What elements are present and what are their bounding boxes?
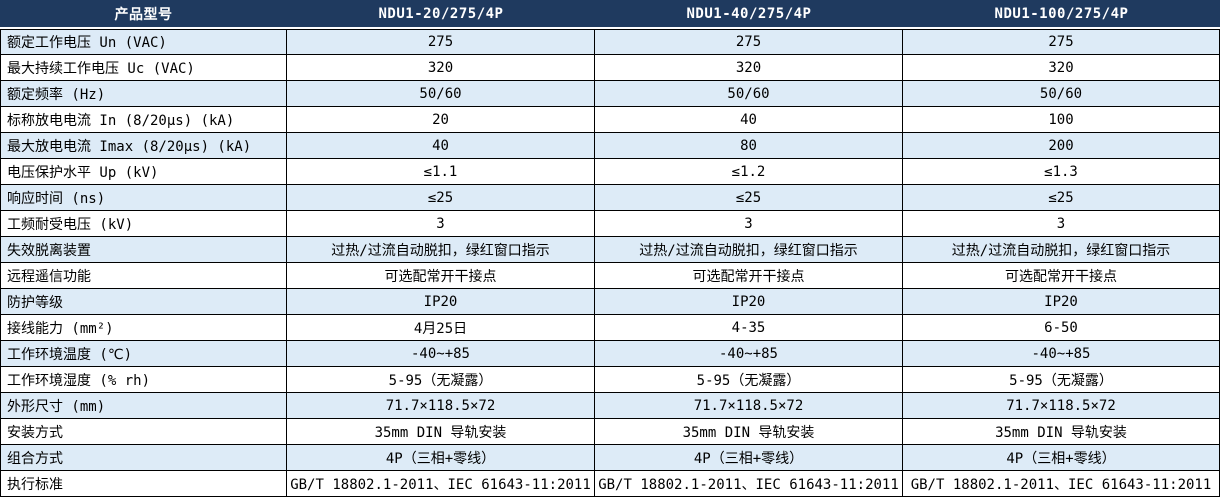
spec-value: 40 xyxy=(595,107,903,133)
table-row-applicable-standards: 执行标准 GB/T 18802.1-2011、IEC 61643-11:2011… xyxy=(0,471,1220,497)
spec-label: 接线能力 (mm²) xyxy=(0,315,287,341)
spec-value: -40~+85 xyxy=(287,341,595,367)
spec-label: 电压保护水平 Up (kV) xyxy=(0,159,287,185)
spec-value: GB/T 18802.1-2011、IEC 61643-11:2011 xyxy=(903,471,1220,497)
spec-value: ≤1.1 xyxy=(287,159,595,185)
spec-value: IP20 xyxy=(595,289,903,315)
table-row-protection-rating: 防护等级 IP20 IP20 IP20 xyxy=(0,289,1220,315)
spec-value: 过热/过流自动脱扣，绿红窗口指示 xyxy=(903,237,1220,263)
spec-value: ≤25 xyxy=(287,185,595,211)
spec-value: GB/T 18802.1-2011、IEC 61643-11:2011 xyxy=(595,471,903,497)
spec-value: 80 xyxy=(595,133,903,159)
spec-value: 40 xyxy=(287,133,595,159)
spec-label: 额定频率 (Hz) xyxy=(0,81,287,107)
spec-value: 50/60 xyxy=(595,81,903,107)
spec-value: ≤1.2 xyxy=(595,159,903,185)
spec-label: 工作环境温度 (℃) xyxy=(0,341,287,367)
spec-value: 50/60 xyxy=(287,81,595,107)
spec-value: 6-50 xyxy=(903,315,1220,341)
table-row-combination-mode: 组合方式 4P（三相+零线） 4P（三相+零线） 4P（三相+零线） xyxy=(0,445,1220,471)
spec-label: 标称放电电流 In (8/20μs) (kA) xyxy=(0,107,287,133)
spec-label: 失效脱离装置 xyxy=(0,237,287,263)
spec-value: 35mm DIN 导轨安装 xyxy=(903,419,1220,445)
spec-value: 275 xyxy=(595,29,903,55)
spec-label: 最大持续工作电压 Uc (VAC) xyxy=(0,55,287,81)
spec-label: 工作环境湿度 (% rh) xyxy=(0,367,287,393)
spec-label: 防护等级 xyxy=(0,289,287,315)
spec-value: 275 xyxy=(287,29,595,55)
spec-value: 5-95（无凝露） xyxy=(287,367,595,393)
spec-value: 3 xyxy=(287,211,595,237)
spec-value: 320 xyxy=(595,55,903,81)
table-row-operating-temperature: 工作环境温度 (℃) -40~+85 -40~+85 -40~+85 xyxy=(0,341,1220,367)
header-cell-model-1: NDU1-20/275/4P xyxy=(287,0,595,29)
spec-value: ≤25 xyxy=(595,185,903,211)
spec-value: 71.7×118.5×72 xyxy=(595,393,903,419)
spec-value: 35mm DIN 导轨安装 xyxy=(595,419,903,445)
header-row: 产品型号 NDU1-20/275/4P NDU1-40/275/4P NDU1-… xyxy=(0,0,1220,29)
table-row-wiring-capacity: 接线能力 (mm²) 4月25日 4-35 6-50 xyxy=(0,315,1220,341)
spec-value: 3 xyxy=(903,211,1220,237)
table-row-rated-frequency: 额定频率 (Hz) 50/60 50/60 50/60 xyxy=(0,81,1220,107)
table-row-nominal-discharge-current: 标称放电电流 In (8/20μs) (kA) 20 40 100 xyxy=(0,107,1220,133)
spec-value: 71.7×118.5×72 xyxy=(287,393,595,419)
spec-value: 4-35 xyxy=(595,315,903,341)
spec-value: 4P（三相+零线） xyxy=(287,445,595,471)
spec-value: 50/60 xyxy=(903,81,1220,107)
spec-value: ≤25 xyxy=(903,185,1220,211)
table-row-failure-disconnect-device: 失效脱离装置 过热/过流自动脱扣，绿红窗口指示 过热/过流自动脱扣，绿红窗口指示… xyxy=(0,237,1220,263)
table-row-voltage-protection-level: 电压保护水平 Up (kV) ≤1.1 ≤1.2 ≤1.3 xyxy=(0,159,1220,185)
spec-value: 200 xyxy=(903,133,1220,159)
table-row-max-continuous-voltage: 最大持续工作电压 Uc (VAC) 320 320 320 xyxy=(0,55,1220,81)
spec-value: 4P（三相+零线） xyxy=(903,445,1220,471)
header-cell-model-2: NDU1-40/275/4P xyxy=(595,0,903,29)
spec-value: IP20 xyxy=(903,289,1220,315)
spec-value: 100 xyxy=(903,107,1220,133)
spec-value: 过热/过流自动脱扣，绿红窗口指示 xyxy=(287,237,595,263)
table-row-mounting-method: 安装方式 35mm DIN 导轨安装 35mm DIN 导轨安装 35mm DI… xyxy=(0,419,1220,445)
spec-value: 35mm DIN 导轨安装 xyxy=(287,419,595,445)
spec-label: 远程遥信功能 xyxy=(0,263,287,289)
table-header: 产品型号 NDU1-20/275/4P NDU1-40/275/4P NDU1-… xyxy=(0,0,1220,29)
spec-label: 组合方式 xyxy=(0,445,287,471)
spec-label: 响应时间 (ns) xyxy=(0,185,287,211)
spec-value: 275 xyxy=(903,29,1220,55)
spec-value: 71.7×118.5×72 xyxy=(903,393,1220,419)
spec-label: 最大放电电流 Imax (8/20μs) (kA) xyxy=(0,133,287,159)
spec-label: 工频耐受电压 (kV) xyxy=(0,211,287,237)
spec-label: 额定工作电压 Un (VAC) xyxy=(0,29,287,55)
table-row-operating-humidity: 工作环境湿度 (% rh) 5-95（无凝露） 5-95（无凝露） 5-95（无… xyxy=(0,367,1220,393)
table-row-rated-voltage: 额定工作电压 Un (VAC) 275 275 275 xyxy=(0,29,1220,55)
spec-value: 320 xyxy=(903,55,1220,81)
table-row-power-frequency-withstand-voltage: 工频耐受电压 (kV) 3 3 3 xyxy=(0,211,1220,237)
spec-value: GB/T 18802.1-2011、IEC 61643-11:2011 xyxy=(287,471,595,497)
spec-label: 外形尺寸 (mm) xyxy=(0,393,287,419)
spec-value: 可选配常开干接点 xyxy=(287,263,595,289)
spec-value: IP20 xyxy=(287,289,595,315)
table-row-response-time: 响应时间 (ns) ≤25 ≤25 ≤25 xyxy=(0,185,1220,211)
spec-value: 5-95（无凝露） xyxy=(595,367,903,393)
spec-value: 4P（三相+零线） xyxy=(595,445,903,471)
spec-value: 可选配常开干接点 xyxy=(903,263,1220,289)
table-row-remote-signal-function: 远程遥信功能 可选配常开干接点 可选配常开干接点 可选配常开干接点 xyxy=(0,263,1220,289)
spec-value: 20 xyxy=(287,107,595,133)
spec-label: 安装方式 xyxy=(0,419,287,445)
spec-value: -40~+85 xyxy=(595,341,903,367)
spec-value: 4月25日 xyxy=(287,315,595,341)
spec-value: 3 xyxy=(595,211,903,237)
spec-label: 执行标准 xyxy=(0,471,287,497)
header-cell-product-model: 产品型号 xyxy=(0,0,287,29)
spec-value: 过热/过流自动脱扣，绿红窗口指示 xyxy=(595,237,903,263)
table-body: 额定工作电压 Un (VAC) 275 275 275 最大持续工作电压 Uc … xyxy=(0,29,1220,497)
spec-value: ≤1.3 xyxy=(903,159,1220,185)
spec-value: -40~+85 xyxy=(903,341,1220,367)
spec-value: 320 xyxy=(287,55,595,81)
table-row-max-discharge-current: 最大放电电流 Imax (8/20μs) (kA) 40 80 200 xyxy=(0,133,1220,159)
header-cell-model-3: NDU1-100/275/4P xyxy=(903,0,1220,29)
table-row-dimensions: 外形尺寸 (mm) 71.7×118.5×72 71.7×118.5×72 71… xyxy=(0,393,1220,419)
spec-value: 5-95（无凝露） xyxy=(903,367,1220,393)
spec-value: 可选配常开干接点 xyxy=(595,263,903,289)
